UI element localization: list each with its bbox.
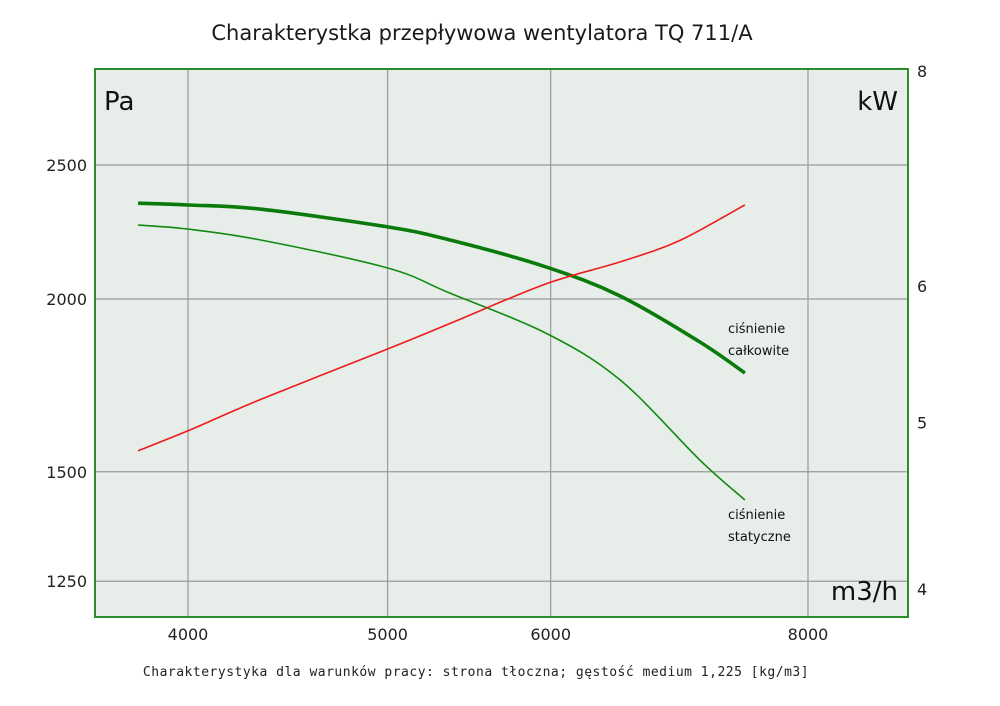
series-line-total-pressure (138, 201, 746, 375)
series-annotation: ciśnienie (728, 322, 785, 337)
y-right-tick-label: 6 (917, 277, 927, 296)
series-annotation: statyczne (728, 530, 791, 545)
series-line-static-pressure (138, 224, 746, 501)
tick-labels: 4000 5000 6000 8000 1250 1500 2000 2500 4 5 6 8 (46, 62, 927, 644)
series-annotation: ciśnienie (728, 508, 785, 523)
y-left-unit-label: Pa (104, 87, 134, 117)
y-right-tick-label: 4 (917, 580, 927, 599)
x-unit-label: m3/h (831, 577, 898, 607)
x-tick-label: 5000 (367, 625, 408, 644)
y-left-tick-label: 2000 (46, 290, 87, 309)
y-left-tick-label: 1500 (46, 463, 87, 482)
x-tick-label: 6000 (530, 625, 571, 644)
y-left-tick-label: 1250 (46, 572, 87, 591)
y-right-tick-label: 5 (917, 413, 927, 432)
plot-frame (94, 68, 909, 618)
footnote: Charakterystyka dla warunków pracy: stro… (143, 665, 809, 680)
series-annotation: całkowite (728, 344, 789, 359)
chart-title: Charakterystka przepływowa wentylatora T… (211, 21, 753, 45)
series-annotations: ciśnienie całkowite ciśnienie statyczne (728, 322, 791, 545)
series-group (137, 201, 746, 501)
x-tick-label: 4000 (168, 625, 209, 644)
y-right-unit-label: kW (857, 87, 898, 117)
grid (95, 69, 908, 617)
x-tick-label: 8000 (788, 625, 829, 644)
y-right-tick-label: 8 (917, 62, 927, 81)
series-line-power (137, 204, 746, 452)
plot-area (95, 69, 908, 617)
y-left-tick-label: 2500 (46, 156, 87, 175)
